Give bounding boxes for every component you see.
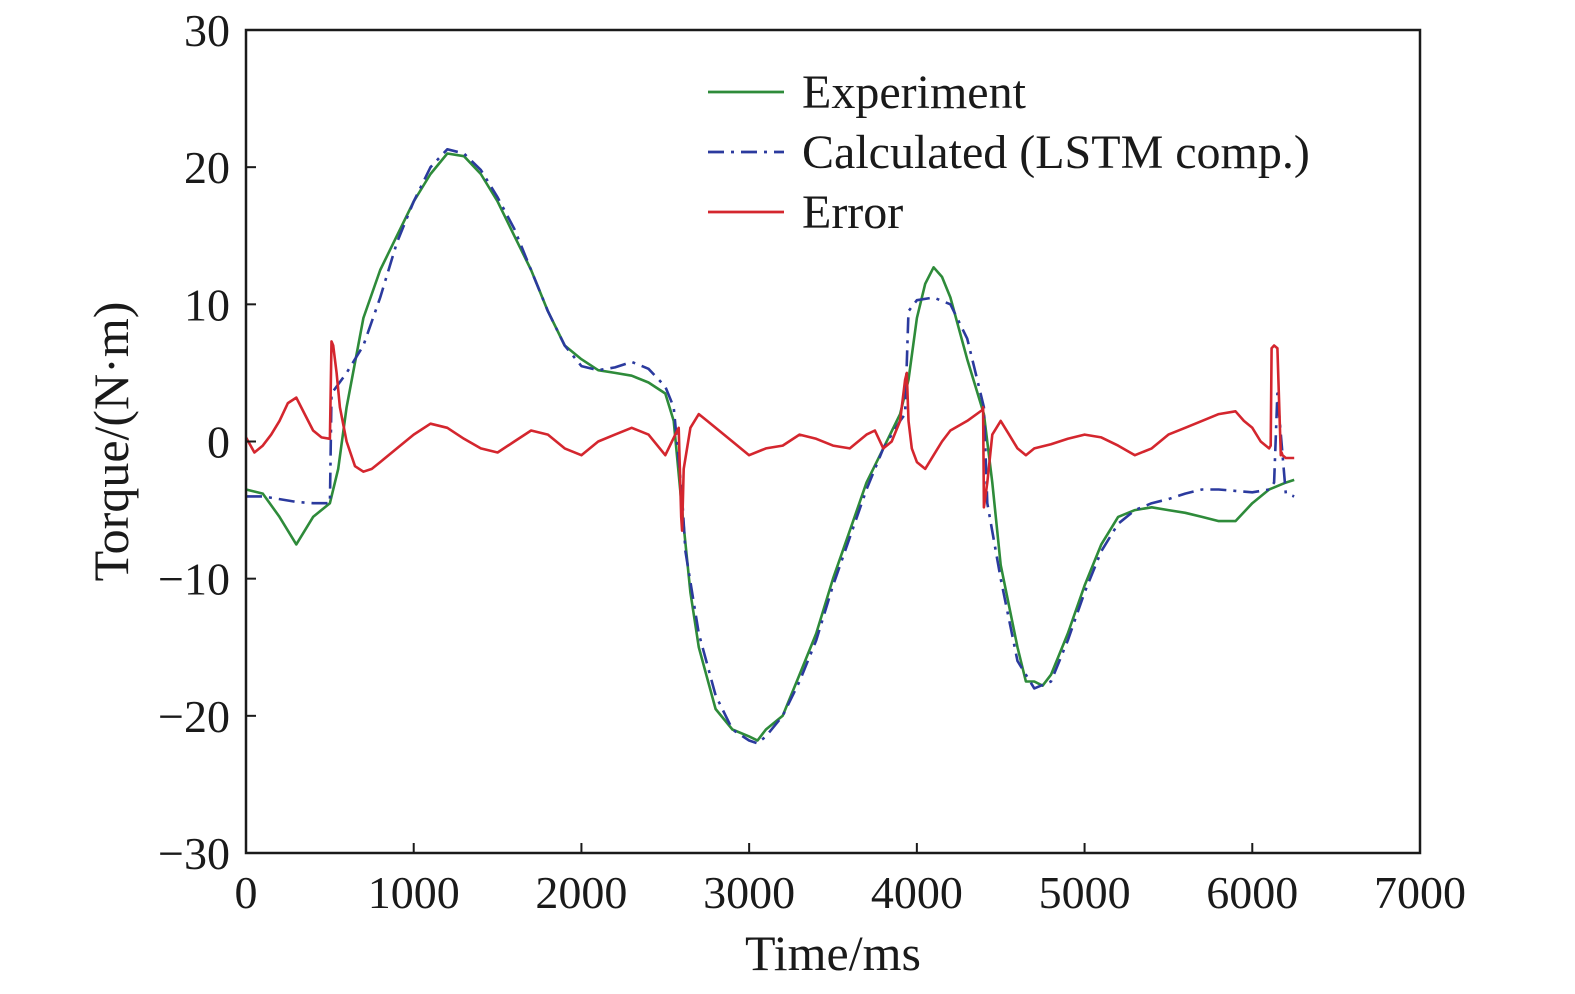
- x-axis-label: Time/ms: [745, 925, 921, 981]
- series-layer: [244, 148, 1295, 745]
- ticks-layer: 0 1000 2000 3000 4000 5000 6000 7000 −30 −20 −10 0 1…: [158, 5, 1466, 918]
- y-tick-label: −10: [158, 554, 230, 605]
- y-tick-label: −30: [158, 828, 230, 879]
- x-tick-label: 6000: [1206, 867, 1298, 918]
- y-tick-label: 0: [207, 417, 230, 468]
- legend-label-2: Error: [802, 186, 903, 239]
- x-tick-label: 3000: [703, 867, 795, 918]
- y-axis-label: Torque/(N·m): [83, 302, 139, 582]
- y-tick-label: 10: [184, 279, 230, 330]
- y-tick-label: 20: [184, 142, 230, 193]
- y-tick-label: 30: [184, 5, 230, 56]
- legend-label-0: Experiment: [802, 66, 1027, 119]
- x-tick-label: 4000: [871, 867, 963, 918]
- legend: Experiment Calculated (LSTM comp.) Error: [708, 66, 1310, 239]
- x-tick-label: 7000: [1374, 867, 1466, 918]
- y-tick-label: −20: [158, 691, 230, 742]
- series-line-0: [245, 152, 1295, 742]
- series-line-2: [244, 340, 1295, 532]
- x-tick-label: 5000: [1039, 867, 1131, 918]
- x-tick-label: 1000: [368, 867, 460, 918]
- x-tick-label: 2000: [535, 867, 627, 918]
- series-line-1: [246, 148, 1295, 745]
- legend-label-1: Calculated (LSTM comp.): [802, 126, 1310, 179]
- x-tick-label: 0: [235, 867, 258, 918]
